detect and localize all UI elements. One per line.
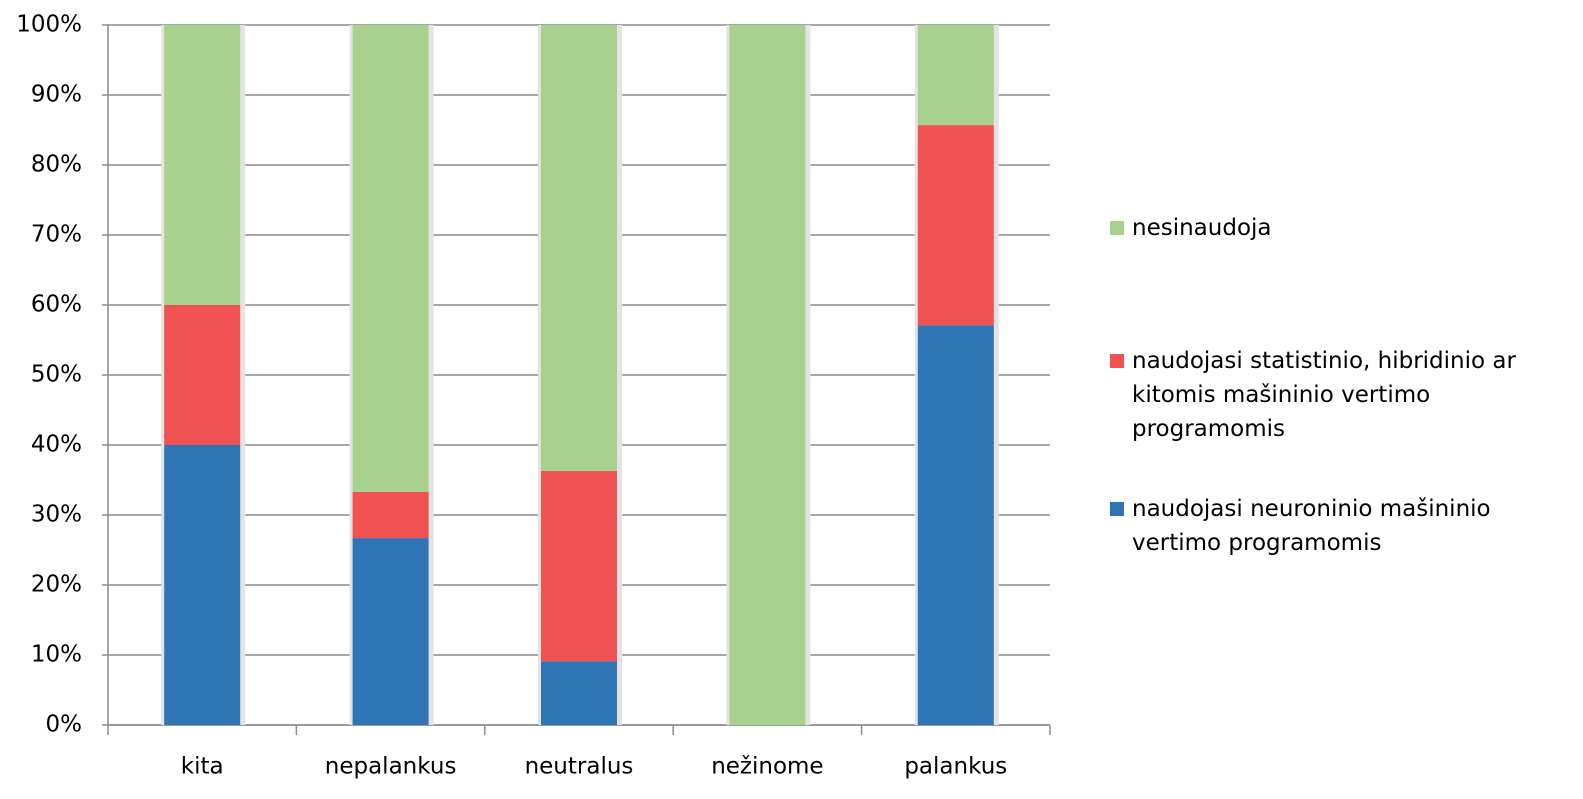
y-tick-label: 80%	[31, 152, 82, 178]
y-tick-label: 70%	[31, 222, 82, 248]
bar-segment	[164, 305, 241, 445]
bar-segment	[164, 445, 241, 725]
bar-segment	[917, 325, 994, 725]
legend-swatch	[1110, 354, 1124, 368]
x-tick-label: nežinome	[711, 754, 823, 780]
bar-segment	[917, 25, 994, 126]
x-tick-label: nepalankus	[325, 754, 457, 780]
legend-item: naudojasi statistinio, hibridinio ar kit…	[1110, 344, 1575, 446]
bar-segment	[352, 538, 429, 725]
x-tick-label: kita	[181, 754, 224, 780]
y-tick-label: 50%	[31, 362, 82, 388]
bar-segment	[541, 661, 617, 725]
bar-segment	[917, 125, 994, 326]
y-tick-label: 100%	[16, 12, 82, 38]
legend-swatch	[1110, 502, 1124, 516]
legend-label: naudojasi neuroninio mašininio vertimo p…	[1132, 496, 1491, 556]
bar-segment	[541, 25, 617, 471]
x-tick-label: neutralus	[525, 754, 634, 780]
bar-segment	[352, 491, 429, 539]
bar-segment	[541, 470, 617, 662]
legend-swatch	[1110, 221, 1124, 235]
bar-segment	[352, 25, 429, 492]
y-tick-label: 90%	[31, 82, 82, 108]
legend-item: nesinaudoja	[1110, 211, 1575, 245]
legend-item: naudojasi neuroninio mašininio vertimo p…	[1110, 492, 1575, 560]
x-tick-label: palankus	[904, 754, 1007, 780]
legend-label: naudojasi statistinio, hibridinio ar kit…	[1132, 348, 1516, 442]
y-tick-label: 30%	[31, 502, 82, 528]
y-tick-label: 40%	[31, 432, 82, 458]
legend-label: nesinaudoja	[1132, 215, 1272, 241]
y-tick-label: 60%	[31, 292, 82, 318]
y-tick-label: 20%	[31, 572, 82, 598]
y-tick-label: 10%	[31, 642, 82, 668]
y-tick-label: 0%	[46, 712, 83, 738]
bar-segment	[164, 25, 241, 305]
bar-segment	[729, 25, 806, 725]
